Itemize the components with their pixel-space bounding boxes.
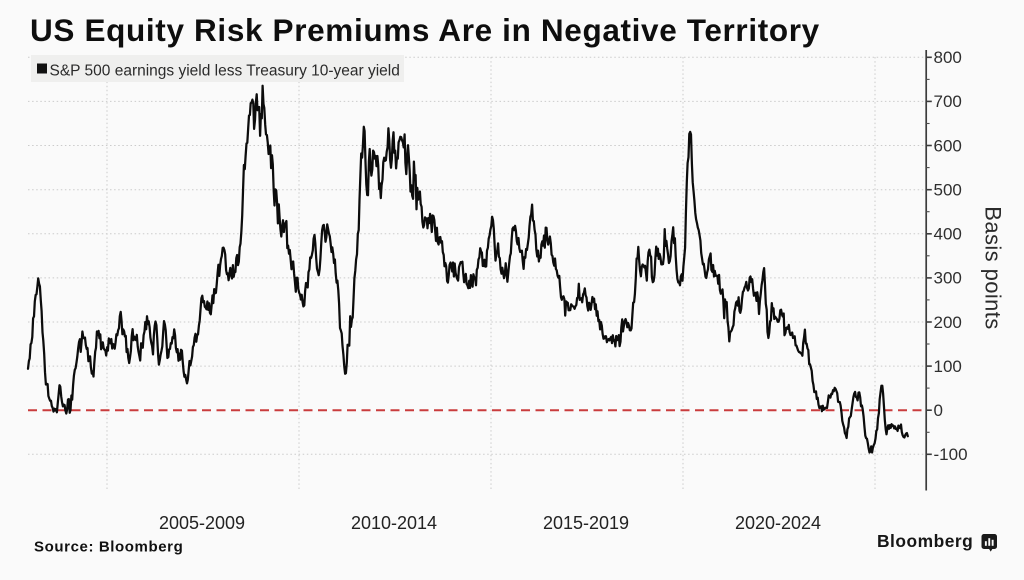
svg-text:2005-2009: 2005-2009 — [159, 513, 245, 533]
svg-text:-100: -100 — [934, 445, 968, 464]
svg-text:0: 0 — [934, 401, 943, 420]
svg-text:300: 300 — [934, 269, 962, 288]
svg-text:200: 200 — [934, 313, 962, 332]
svg-text:Source: Bloomberg: Source: Bloomberg — [34, 539, 183, 556]
svg-text:2010-2014: 2010-2014 — [351, 513, 437, 533]
svg-text:2015-2019: 2015-2019 — [543, 513, 629, 533]
svg-text:2020-2024: 2020-2024 — [735, 513, 821, 533]
svg-text:600: 600 — [934, 136, 962, 155]
svg-text:Basis points: Basis points — [981, 206, 1006, 329]
svg-text:400: 400 — [934, 225, 962, 244]
svg-text:800: 800 — [934, 48, 962, 67]
svg-text:700: 700 — [934, 92, 962, 111]
svg-text:500: 500 — [934, 181, 962, 200]
svg-text:100: 100 — [934, 357, 962, 376]
svg-text:Bloomberg: Bloomberg — [877, 531, 973, 551]
svg-text:US Equity Risk Premiums Are in: US Equity Risk Premiums Are in Negative … — [30, 12, 820, 48]
svg-text:S&P 500 earnings yield less Tr: S&P 500 earnings yield less Treasury 10-… — [50, 63, 400, 80]
